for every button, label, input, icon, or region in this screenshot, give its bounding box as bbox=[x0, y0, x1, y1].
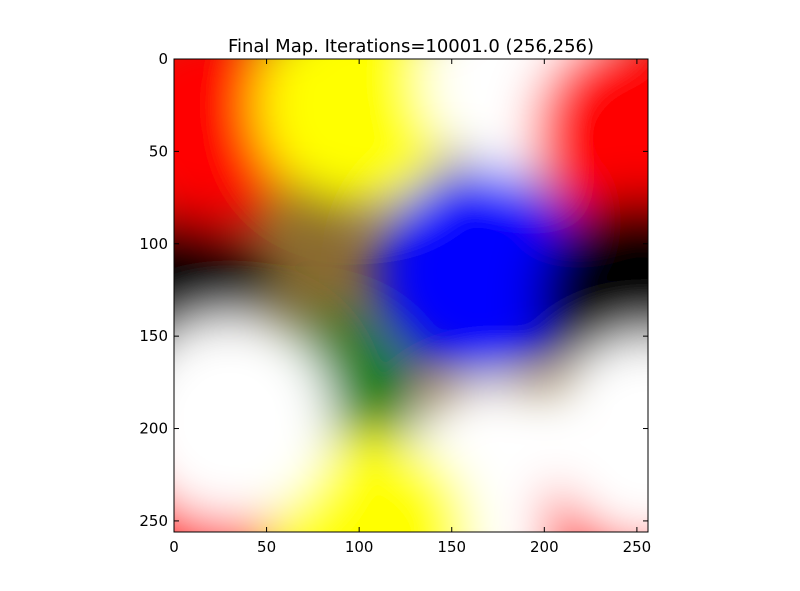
x-tick-label: 200 bbox=[530, 538, 559, 556]
x-tick-label: 50 bbox=[257, 538, 276, 556]
color-region-red-3 bbox=[533, 59, 648, 236]
heatmap-image bbox=[174, 59, 648, 532]
x-tick-label: 250 bbox=[623, 538, 652, 556]
x-tick-label: 0 bbox=[169, 538, 179, 556]
y-tick-label: 0 bbox=[158, 50, 168, 68]
color-region-white-12 bbox=[174, 316, 333, 523]
y-tick-label: 100 bbox=[139, 235, 168, 253]
heatmap-color-regions bbox=[174, 59, 648, 532]
chart-title: Final Map. Iterations=10001.0 (256,256) bbox=[228, 36, 594, 57]
plot-frame bbox=[173, 58, 649, 533]
y-tick-label: 50 bbox=[149, 142, 168, 160]
x-axis: 0 50 100 150 200 250 bbox=[169, 59, 651, 556]
x-tick-label: 100 bbox=[345, 538, 374, 556]
color-region-blue-5 bbox=[376, 168, 583, 375]
x-tick-label: 150 bbox=[437, 538, 466, 556]
y-tick-label: 150 bbox=[139, 327, 168, 345]
color-region-yellow-1 bbox=[256, 59, 463, 209]
y-axis: 0 50 100 150 200 250 bbox=[139, 50, 648, 530]
color-region-white-13 bbox=[544, 334, 648, 532]
y-tick-label: 200 bbox=[139, 420, 168, 438]
y-tick-label: 250 bbox=[139, 512, 168, 530]
